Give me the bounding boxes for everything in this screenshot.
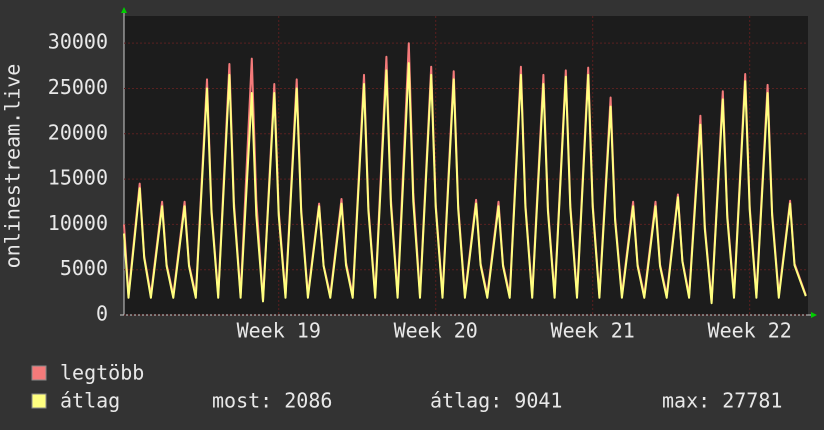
- x-tick-label: Week 21: [551, 319, 635, 343]
- y-tick-label: 15000: [48, 166, 108, 190]
- x-tick-label: Week 22: [708, 319, 792, 343]
- y-tick-label: 20000: [48, 120, 108, 144]
- series-line: [123, 62, 807, 305]
- legend-label: legtöbb: [60, 361, 144, 385]
- y-tick-label: 5000: [60, 256, 108, 280]
- legend-swatch: [31, 365, 47, 381]
- stat: max: 27781: [662, 389, 782, 413]
- legend-swatch: [31, 393, 47, 409]
- x-tick-label: Week 20: [394, 319, 478, 343]
- legend-label: átlag: [60, 389, 120, 413]
- x-tick-label: Week 19: [237, 319, 321, 343]
- stat: átlag: 9041: [430, 389, 562, 413]
- axis-arrow: [811, 312, 817, 318]
- y-axis-label: onlinestream.live: [1, 64, 25, 269]
- axis-arrow: [121, 7, 127, 13]
- y-tick-label: 25000: [48, 75, 108, 99]
- plot: [123, 16, 808, 316]
- y-tick-label: 0: [96, 302, 108, 326]
- y-tick-label: 30000: [48, 30, 108, 54]
- stat: most: 2086: [212, 389, 332, 413]
- y-tick-label: 10000: [48, 211, 108, 235]
